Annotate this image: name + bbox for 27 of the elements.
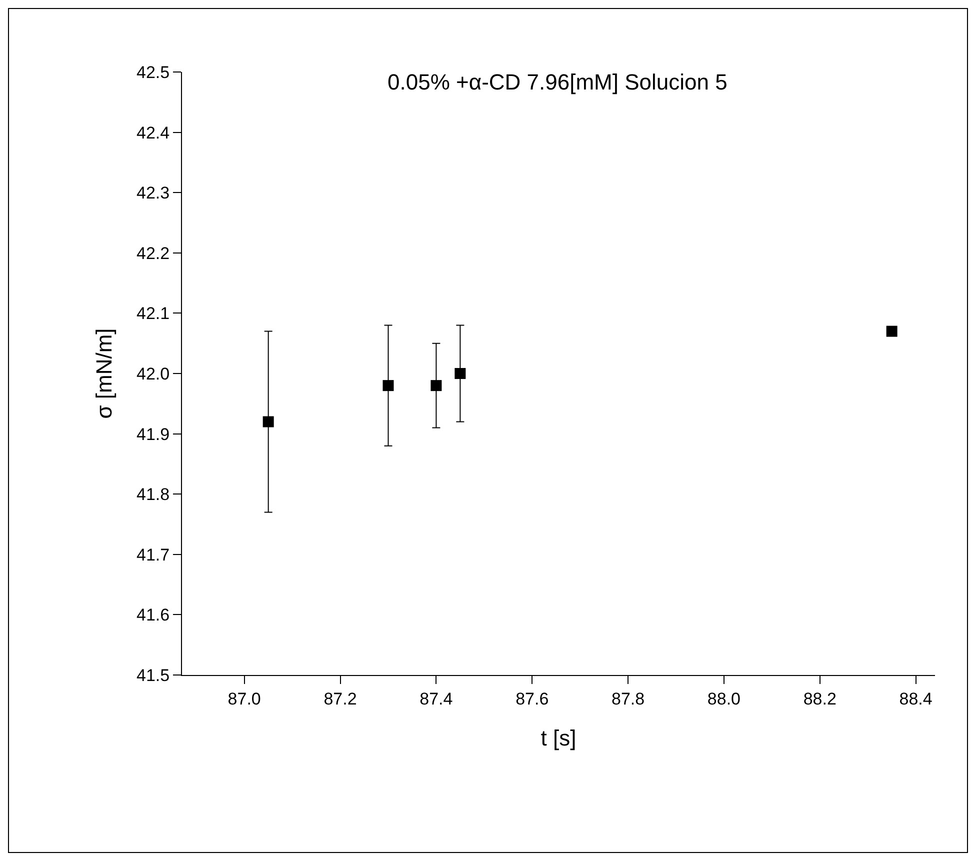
point xyxy=(262,416,274,428)
y-tick-label: 41.7 xyxy=(136,545,170,564)
y-tick-label: 41.6 xyxy=(136,606,170,625)
x-tick-label: 87.8 xyxy=(611,689,645,708)
point xyxy=(886,326,898,337)
x-axis-title: t [s] xyxy=(540,725,576,750)
y-tick-label: 42.0 xyxy=(136,364,170,384)
x-tick-label: 88.4 xyxy=(899,689,932,708)
point xyxy=(382,380,394,392)
x-tick-label: 88.0 xyxy=(707,689,741,708)
point xyxy=(430,380,442,392)
x-tick-label: 88.2 xyxy=(803,689,836,708)
y-tick-label: 41.9 xyxy=(136,424,170,444)
x-tick-label: 87.4 xyxy=(420,689,453,708)
x-tick-label: 87.2 xyxy=(324,689,357,708)
y-tick-label: 41.8 xyxy=(136,485,170,504)
y-tick-label: 42.3 xyxy=(136,184,170,203)
y-tick-label: 42.5 xyxy=(136,62,170,82)
x-tick-label: 87.0 xyxy=(228,689,261,708)
y-tick-label: 42.2 xyxy=(136,244,170,263)
y-tick-label: 42.1 xyxy=(136,304,170,324)
point xyxy=(454,368,466,379)
x-tick-label: 87.6 xyxy=(516,689,549,708)
chart-title: 0.05% +α-CD 7.96[mM] Solucion 5 xyxy=(388,70,728,95)
y-axis-title: σ [mN/m] xyxy=(91,328,116,419)
y-tick-label: 42.4 xyxy=(136,123,170,142)
y-tick-label: 41.5 xyxy=(136,666,170,685)
